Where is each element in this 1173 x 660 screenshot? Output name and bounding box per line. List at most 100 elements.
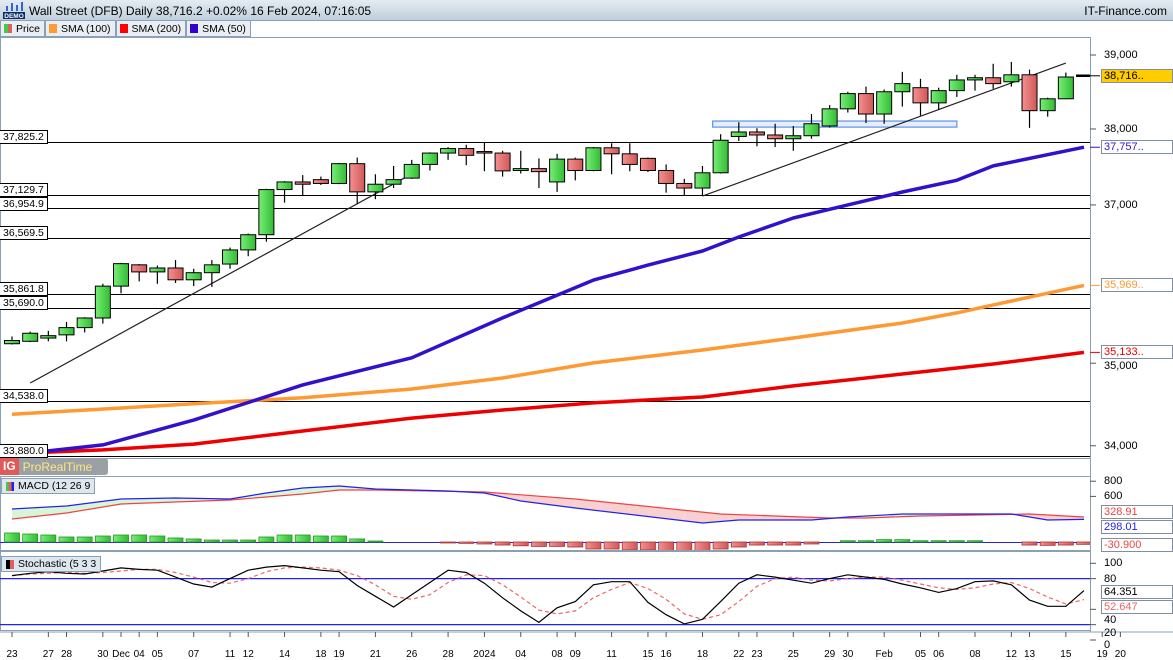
candle-body bbox=[767, 134, 784, 140]
candle bbox=[912, 78, 929, 116]
candle bbox=[331, 162, 348, 185]
macd-histogram-bar bbox=[839, 540, 856, 543]
legend-label: SMA (50) bbox=[202, 22, 246, 35]
candle-body bbox=[1003, 74, 1020, 83]
legend-item-price[interactable]: Price bbox=[0, 21, 45, 37]
sma50-swatch-icon bbox=[190, 24, 199, 33]
candle-body bbox=[149, 267, 166, 273]
macd-signal-fill bbox=[30, 506, 49, 517]
date-tick-label: 06 bbox=[933, 649, 945, 660]
stochastic-k-value-label: 64.351 bbox=[1101, 585, 1173, 600]
date-tick-label: 20 bbox=[1114, 649, 1126, 660]
macd-label: MACD (12 26 9 bbox=[18, 480, 91, 492]
ig-logo: IG bbox=[0, 458, 19, 475]
candle bbox=[421, 152, 438, 171]
date-tick-label: 15 bbox=[1060, 649, 1072, 660]
macd-histogram-bar bbox=[1039, 541, 1056, 546]
prorealtime-logo-text: ProRealTime bbox=[22, 459, 93, 474]
date-tick-label: 12 bbox=[1005, 649, 1017, 660]
stochastic-tick-label: 0 bbox=[1104, 639, 1111, 652]
macd-histogram-bar bbox=[294, 534, 311, 543]
date-tick-label: 18 bbox=[315, 649, 327, 660]
stochastic-tick-label: 100 bbox=[1104, 557, 1123, 570]
date-tick-label: 05 bbox=[151, 649, 163, 660]
candle bbox=[167, 260, 184, 283]
macd-signal-fill bbox=[339, 485, 358, 491]
candle-body bbox=[476, 151, 493, 154]
macd-signal-fill bbox=[157, 497, 176, 503]
date-tick-label: Dec bbox=[112, 649, 130, 660]
candle-body bbox=[22, 332, 39, 342]
candle bbox=[494, 150, 511, 177]
macd-histogram-bar bbox=[549, 541, 565, 547]
candle bbox=[803, 114, 820, 139]
macd-histogram-bar bbox=[658, 541, 675, 550]
stochastic-panel bbox=[0, 551, 1091, 631]
macd-histogram-bar bbox=[458, 541, 475, 544]
candle bbox=[458, 144, 475, 166]
candle bbox=[748, 128, 765, 147]
legend-item-sma50[interactable]: SMA (50) bbox=[186, 21, 251, 37]
macd-value-label: 298.01 bbox=[1101, 519, 1173, 534]
sma50-line bbox=[30, 145, 1085, 455]
price-tick-label: 38,000 bbox=[1104, 122, 1138, 135]
candle bbox=[839, 91, 856, 113]
legend-item-sma200[interactable]: SMA (200) bbox=[115, 21, 187, 37]
candle bbox=[1039, 97, 1056, 117]
level-label: 34,538.0 bbox=[0, 388, 48, 403]
candle-body bbox=[621, 153, 638, 165]
candle-body bbox=[512, 168, 529, 172]
date-tick-label: 18 bbox=[696, 649, 709, 660]
macd-histogram-bar bbox=[767, 541, 784, 546]
price-swatch-icon bbox=[4, 24, 12, 33]
level-label: 37,129.7 bbox=[0, 182, 48, 197]
macd-histogram-bar bbox=[876, 539, 893, 543]
indicator-legend: Price SMA (100) SMA (200) SMA (50) bbox=[0, 21, 251, 37]
candle bbox=[349, 157, 366, 205]
candle bbox=[967, 74, 984, 91]
macd-histogram-bar bbox=[930, 540, 947, 543]
candle bbox=[312, 176, 329, 185]
macd-signal-fill bbox=[557, 497, 576, 509]
date-tick-label: 22 bbox=[733, 649, 745, 660]
candle bbox=[985, 63, 1002, 89]
macd-histogram-bar bbox=[131, 534, 148, 543]
macd-signal-fill bbox=[611, 502, 630, 515]
candle bbox=[1003, 61, 1020, 87]
candle bbox=[258, 188, 275, 242]
macd-signal-fill bbox=[121, 498, 140, 504]
candle bbox=[948, 74, 965, 97]
legend-item-sma100[interactable]: SMA (100) bbox=[44, 21, 116, 37]
macd-histogram-bar bbox=[894, 539, 911, 543]
legend-label: SMA (100) bbox=[60, 22, 111, 35]
date-tick-label: 2024 bbox=[473, 649, 496, 660]
svg-text:DEMO: DEMO bbox=[4, 13, 24, 19]
macd-histogram-bar bbox=[203, 539, 220, 543]
macd-signal-fill bbox=[139, 498, 158, 504]
candle bbox=[876, 89, 893, 124]
candle bbox=[930, 87, 947, 110]
candle-body bbox=[821, 108, 838, 127]
candle-body bbox=[894, 83, 911, 93]
candle bbox=[676, 178, 693, 196]
candle-body bbox=[222, 249, 239, 265]
candle-body bbox=[730, 131, 747, 137]
stochastic-panel-label[interactable]: Stochastic (5 3 3 bbox=[1, 556, 102, 572]
macd-histogram-bar bbox=[167, 537, 184, 543]
macd-panel-label[interactable]: MACD (12 26 9 bbox=[1, 478, 96, 494]
candle-body bbox=[603, 147, 620, 155]
candle bbox=[403, 159, 420, 179]
macd-signal-fill bbox=[702, 512, 721, 523]
date-tick-label: 05 bbox=[914, 649, 927, 660]
candle bbox=[1057, 72, 1074, 100]
candle-body bbox=[839, 93, 856, 110]
candle-body bbox=[1021, 74, 1038, 112]
candle bbox=[767, 123, 784, 148]
date-tick-label: 07 bbox=[188, 649, 200, 660]
macd-signal-fill bbox=[1029, 514, 1048, 521]
candle-body bbox=[748, 131, 765, 136]
date-tick-label: 08 bbox=[551, 649, 563, 660]
date-tick-label: 23 bbox=[751, 649, 763, 660]
macd-signal-fill bbox=[575, 498, 594, 511]
